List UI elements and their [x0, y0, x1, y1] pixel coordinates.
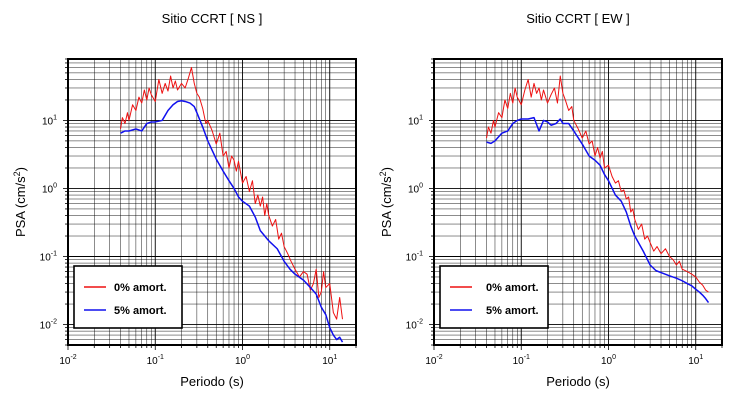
y-tick-label: 101: [408, 114, 423, 127]
y-tick-label: 10-2: [406, 319, 423, 332]
legend-box: [439, 265, 549, 329]
series-5pct-damping-line: [486, 116, 710, 304]
series-0pct-damping-line: [120, 67, 343, 320]
legend-label-0pct: 0% amort.: [114, 282, 167, 294]
y-tick-label: 10-1: [406, 250, 423, 263]
x-tick-label: 10-1: [147, 354, 164, 367]
y-tick-label: 100: [42, 182, 57, 195]
x-tick-label: 101: [688, 354, 703, 367]
series-5pct-damping-line: [120, 99, 344, 343]
series-0pct-damping-line: [486, 75, 709, 293]
plot-frame: [67, 58, 357, 346]
y-tick-label: 101: [42, 114, 57, 127]
x-axis-label: Periodo (s): [180, 374, 244, 389]
tick-labels: 10-2 10-1 100 101 10-2 10-1 100 101: [40, 114, 338, 367]
series-lines: [120, 67, 344, 343]
chart-panel-ew: Sitio CCRT [ EW ] 10-2 10-1 100 101 10-2 10-1…: [378, 11, 723, 389]
x-tick-label: 100: [235, 354, 250, 367]
x-tick-label: 101: [322, 354, 337, 367]
x-axis-label: Periodo (s): [546, 374, 610, 389]
x-tick-label: 100: [601, 354, 616, 367]
y-axis-label: PSA (cm/s2): [378, 167, 394, 237]
y-tick-label: 10-2: [40, 319, 57, 332]
legend: 0% amort. 5% amort.: [439, 265, 549, 329]
legend: 0% amort. 5% amort.: [73, 265, 183, 329]
chart-title: Sitio CCRT [ NS ]: [162, 11, 263, 26]
x-tick-label: 10-2: [59, 354, 76, 367]
chart-title: Sitio CCRT [ EW ]: [526, 11, 630, 26]
legend-label-0pct: 0% amort.: [486, 282, 539, 294]
y-tick-label: 10-1: [40, 250, 57, 263]
legend-label-5pct: 5% amort.: [114, 305, 167, 317]
y-axis-label: PSA (cm/s2): [12, 167, 28, 237]
plot-frame: [433, 58, 723, 346]
chart-panel-ns: Sitio CCRT [ NS ] 10-2 10-1 100 101 10-2 10-1…: [12, 11, 357, 389]
y-tick-label: 100: [408, 182, 423, 195]
x-tick-label: 10-1: [513, 354, 530, 367]
legend-label-5pct: 5% amort.: [486, 305, 539, 317]
tick-labels: 10-2 10-1 100 101 10-2 10-1 100 101: [406, 114, 704, 367]
series-lines: [486, 75, 710, 304]
x-tick-label: 10-2: [425, 354, 442, 367]
legend-box: [73, 265, 183, 329]
